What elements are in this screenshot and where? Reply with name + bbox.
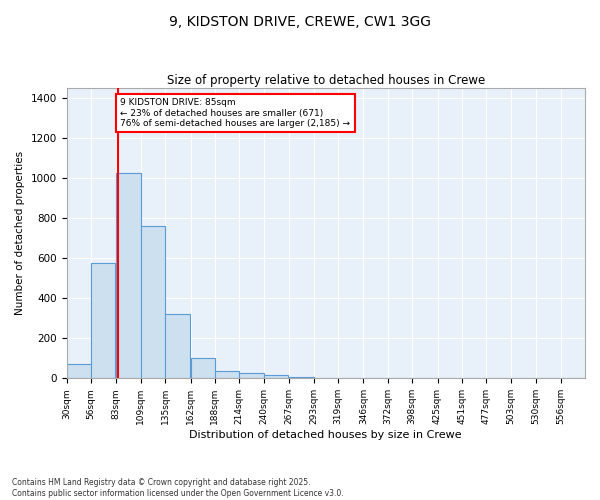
X-axis label: Distribution of detached houses by size in Crewe: Distribution of detached houses by size … [190,430,462,440]
Text: Contains HM Land Registry data © Crown copyright and database right 2025.
Contai: Contains HM Land Registry data © Crown c… [12,478,344,498]
Text: 9 KIDSTON DRIVE: 85sqm
← 23% of detached houses are smaller (671)
76% of semi-de: 9 KIDSTON DRIVE: 85sqm ← 23% of detached… [120,98,350,128]
Bar [264,376,288,378]
Bar [116,173,141,378]
Title: Size of property relative to detached houses in Crewe: Size of property relative to detached ho… [167,74,485,87]
Bar [141,226,165,378]
Text: 9, KIDSTON DRIVE, CREWE, CW1 3GG: 9, KIDSTON DRIVE, CREWE, CW1 3GG [169,15,431,29]
Bar [215,370,239,378]
Bar [191,358,215,378]
Y-axis label: Number of detached properties: Number of detached properties [15,151,25,316]
Bar [239,374,264,378]
Bar [67,364,91,378]
Bar [91,262,115,378]
Bar [165,314,190,378]
